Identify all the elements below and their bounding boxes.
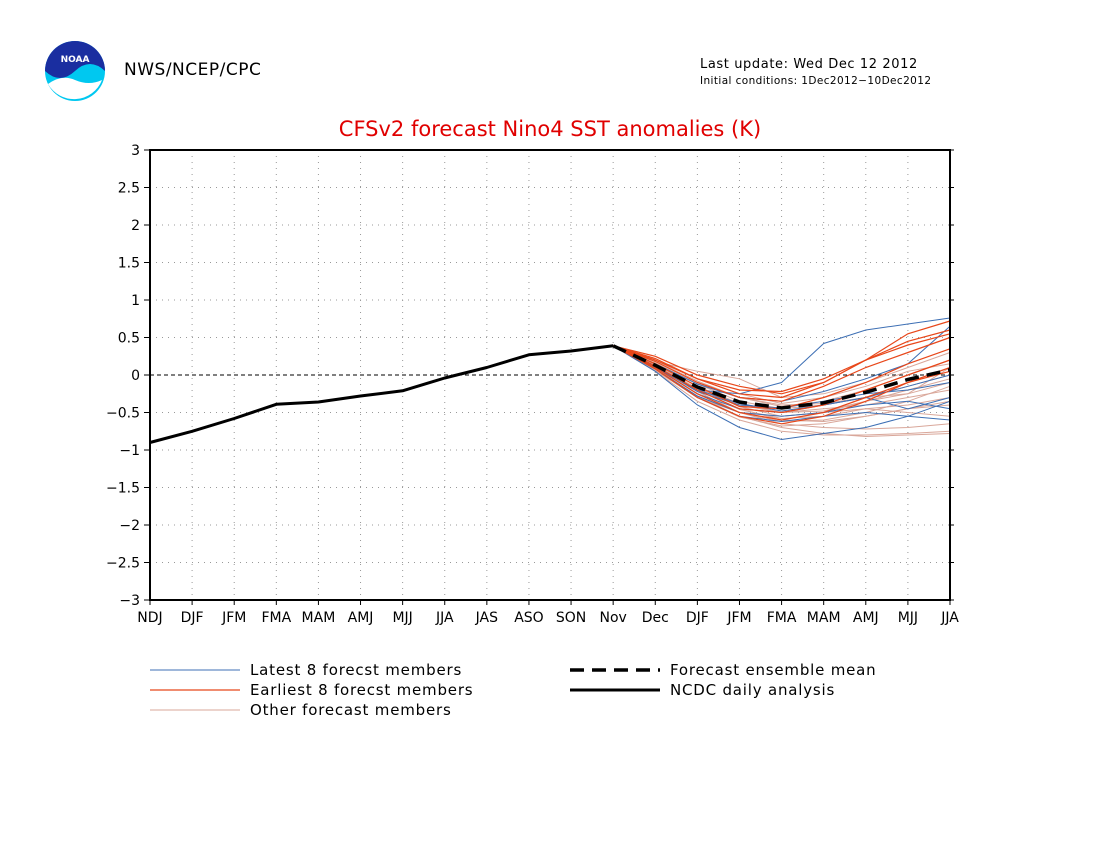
earliest-member-line	[612, 345, 951, 425]
ensemble-mean-line	[612, 344, 951, 410]
earliest-member-line	[612, 336, 951, 402]
y-tick-label: 2	[131, 218, 140, 234]
x-tick-label: AMJ	[853, 610, 879, 626]
earliest-member-line	[613, 320, 951, 393]
x-tick-label: DJF	[686, 610, 709, 626]
x-tick-label: MJJ	[392, 610, 412, 626]
legend-label: Other forecast members	[250, 701, 452, 719]
x-tick-label: Dec	[642, 610, 669, 626]
noaa-logo: NOAA	[45, 41, 105, 101]
x-tick-label: JFM	[221, 610, 246, 626]
latest-member-line	[612, 345, 951, 441]
x-tick-label: AMJ	[348, 610, 374, 626]
y-tick-label: 1	[131, 293, 140, 309]
organization-label: NWS/NCEP/CPC	[124, 60, 262, 80]
legend-label: Forecast ensemble mean	[670, 661, 876, 679]
other-member-line	[612, 345, 951, 436]
earliest-member-line	[612, 345, 951, 421]
x-tick-label: MAM	[302, 610, 336, 626]
analysis-line	[149, 344, 614, 444]
y-tick-label: 0	[131, 368, 140, 384]
x-tick-label: SON	[556, 610, 586, 626]
x-tick-label: MJJ	[898, 610, 918, 626]
y-tick-label: −0.5	[106, 406, 140, 422]
y-tick-label: −3	[119, 593, 140, 609]
last-update-label: Last update: Wed Dec 12 2012	[700, 57, 918, 72]
y-tick-label: 3	[131, 143, 140, 159]
logo-text: NOAA	[61, 55, 90, 65]
x-tick-label: FMA	[767, 610, 797, 626]
y-tick-label: −2	[119, 518, 140, 534]
x-tick-label: JAS	[475, 610, 498, 626]
lines-layer	[149, 344, 951, 444]
legend-label: NCDC daily analysis	[670, 681, 835, 699]
x-tick-label: FMA	[261, 610, 291, 626]
y-tick-label: 2.5	[118, 181, 140, 197]
x-tick-label: NDJ	[137, 610, 162, 626]
y-tick-label: −2.5	[106, 556, 140, 572]
grid-layer	[150, 150, 950, 600]
y-tick-label: −1.5	[106, 481, 140, 497]
earliest-member-line	[613, 333, 951, 399]
legend-layer: Latest 8 forecst members Earliest 8 forec…	[150, 661, 876, 719]
x-tick-label: JFM	[726, 610, 751, 626]
y-tick-label: 0.5	[118, 331, 140, 347]
latest-member-line	[612, 345, 951, 412]
y-tick-label: −1	[119, 443, 140, 459]
legend-label: Latest 8 forecst members	[250, 661, 462, 679]
earliest-member-line	[612, 345, 951, 414]
y-tick-label: 1.5	[118, 256, 140, 272]
x-tick-label: JJA	[435, 610, 454, 626]
earliest-member-line	[613, 329, 951, 395]
initial-conditions-label: Initial conditions: 1Dec2012−10Dec2012	[700, 75, 932, 87]
x-tick-label: DJF	[181, 610, 204, 626]
x-tick-label: JJA	[940, 610, 959, 626]
legend-label: Earliest 8 forecst members	[250, 681, 473, 699]
other-member-line	[612, 345, 951, 427]
x-tick-label: Nov	[599, 610, 626, 626]
x-tick-label: MAM	[807, 610, 841, 626]
chart-title: CFSv2 forecast Nino4 SST anomalies (K)	[339, 117, 761, 141]
x-tick-label: ASO	[514, 610, 543, 626]
